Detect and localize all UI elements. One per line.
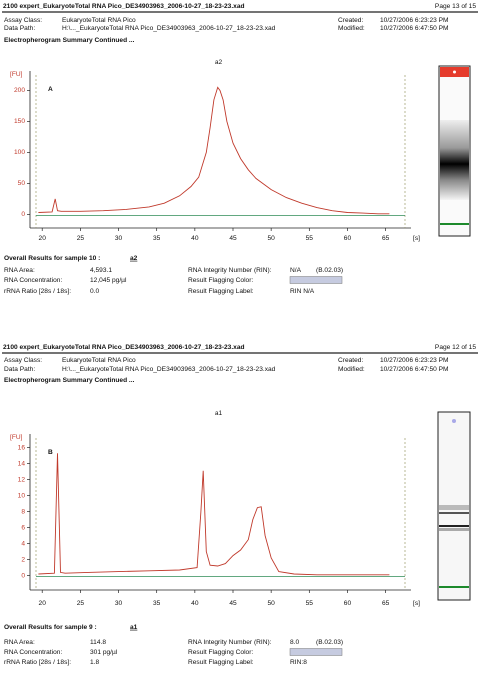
- report-title: 2100 expert_EukaryoteTotal RNA Pico_DE34…: [3, 344, 245, 351]
- x-tick-label: 60: [344, 600, 352, 607]
- field-label: Data Path:: [4, 25, 35, 32]
- result-label: RNA Concentration:: [4, 277, 62, 284]
- result-label: RNA Concentration:: [4, 649, 62, 656]
- x-tick-label: 45: [229, 235, 237, 242]
- field-label: Created:: [338, 17, 363, 24]
- results-title: Overall Results for sample 10 :: [4, 255, 100, 262]
- y-tick-label: 150: [14, 118, 25, 125]
- flag-color-box: [289, 276, 343, 284]
- field-label: Assay Class:: [4, 357, 42, 364]
- y-tick-label: 16: [18, 444, 26, 451]
- field-label: Assay Class:: [4, 17, 42, 24]
- result-value: 4,593.1: [90, 267, 112, 274]
- result-label: rRNA Ratio [28s / 18s]:: [4, 288, 71, 295]
- x-tick-label: 65: [382, 235, 390, 242]
- y-tick-label: 10: [18, 492, 26, 499]
- panel-label: A: [48, 86, 53, 93]
- x-axis-label: [s]: [413, 235, 420, 242]
- x-tick-label: 60: [344, 235, 352, 242]
- x-tick-label: 55: [306, 600, 314, 607]
- y-tick-label: 50: [18, 180, 26, 187]
- result-label: RNA Integrity Number (RIN):: [188, 639, 272, 646]
- result-value: (B.02.03): [316, 639, 343, 646]
- result-label: RNA Integrity Number (RIN):: [188, 267, 272, 274]
- gel-lane: [438, 65, 471, 237]
- x-tick-label: 40: [191, 600, 199, 607]
- result-value: 12,045 pg/µl: [90, 277, 127, 284]
- x-tick-label: 35: [153, 235, 161, 242]
- result-label: rRNA Ratio [28s / 18s]:: [4, 659, 71, 666]
- field-value: EukaryoteTotal RNA Pico: [62, 17, 136, 24]
- result-value: 0.0: [90, 288, 99, 295]
- y-tick-label: 6: [21, 524, 25, 531]
- field-label: Modified:: [338, 366, 365, 373]
- x-tick-label: 40: [191, 235, 199, 242]
- result-label: Result Flagging Color:: [188, 277, 253, 284]
- x-tick-label: 35: [153, 600, 161, 607]
- field-value: 10/27/2006 6:47:50 PM: [380, 25, 449, 32]
- result-value: RIN:8: [290, 659, 307, 666]
- result-value: N/A: [290, 267, 302, 274]
- y-tick-label: 8: [21, 508, 25, 515]
- field-label: Data Path:: [4, 366, 35, 373]
- y-axis-label: [FU]: [10, 71, 23, 78]
- result-value: 1.8: [90, 659, 99, 666]
- chart-title: a2: [215, 59, 223, 66]
- result-value: 8.0: [290, 639, 299, 646]
- x-tick-label: 65: [382, 600, 390, 607]
- result-value: (B.02.03): [316, 267, 343, 274]
- report-title: 2100 expert_EukaryoteTotal RNA Pico_DE34…: [3, 3, 245, 10]
- x-tick-label: 45: [229, 600, 237, 607]
- result-value: RIN N/A: [290, 288, 315, 295]
- result-label: Result Flagging Color:: [188, 649, 253, 656]
- y-tick-label: 4: [21, 540, 25, 547]
- results-title: Overall Results for sample 9 :: [4, 624, 97, 631]
- x-tick-label: 20: [39, 600, 47, 607]
- x-tick-label: 30: [115, 600, 123, 607]
- x-tick-label: 25: [77, 235, 85, 242]
- y-tick-label: 0: [21, 572, 25, 579]
- field-value: 10/27/2006 6:23:23 PM: [380, 17, 449, 24]
- y-tick-label: 0: [21, 211, 25, 218]
- page-number: Page 12 of 15: [435, 344, 476, 351]
- y-tick-label: 12: [18, 476, 26, 483]
- field-value: 10/27/2006 6:47:50 PM: [380, 366, 449, 373]
- x-tick-label: 50: [267, 235, 275, 242]
- electropherogram-line: [38, 453, 390, 576]
- page-number: Page 13 of 15: [435, 3, 476, 10]
- field-label: Modified:: [338, 25, 365, 32]
- result-label: Result Flagging Label:: [188, 288, 254, 295]
- field-value: H:\..._EukaryoteTotal RNA Pico_DE3490396…: [62, 366, 276, 373]
- y-tick-label: 2: [21, 556, 25, 563]
- x-tick-label: 30: [115, 235, 123, 242]
- gel-lane: [437, 411, 471, 601]
- y-tick-label: 200: [14, 87, 25, 94]
- electropherogram-line: [38, 86, 390, 215]
- result-label: RNA Area:: [4, 639, 35, 646]
- sample-name: a1: [130, 624, 138, 631]
- chart-title: a1: [215, 410, 223, 417]
- x-axis-label: [s]: [413, 600, 420, 607]
- y-tick-label: 14: [18, 460, 26, 467]
- y-axis-label: [FU]: [10, 434, 23, 441]
- section-title: Electropherogram Summary Continued ...: [4, 377, 135, 384]
- x-tick-label: 55: [306, 235, 314, 242]
- field-label: Created:: [338, 357, 363, 364]
- x-tick-label: 20: [39, 235, 47, 242]
- result-value: 301 pg/µl: [90, 649, 118, 656]
- field-value: 10/27/2006 6:23:23 PM: [380, 357, 449, 364]
- sample-name: a2: [130, 255, 138, 262]
- result-label: RNA Area:: [4, 267, 35, 274]
- section-title: Electropherogram Summary Continued ...: [4, 37, 135, 44]
- field-value: EukaryoteTotal RNA Pico: [62, 357, 136, 364]
- result-value: 114.8: [90, 639, 106, 646]
- y-tick-label: 100: [14, 149, 25, 156]
- x-tick-label: 25: [77, 600, 85, 607]
- panel-label: B: [48, 449, 53, 456]
- result-label: Result Flagging Label:: [188, 659, 254, 666]
- x-tick-label: 50: [267, 600, 275, 607]
- field-value: H:\..._EukaryoteTotal RNA Pico_DE3490396…: [62, 25, 276, 32]
- flag-color-box: [289, 648, 343, 656]
